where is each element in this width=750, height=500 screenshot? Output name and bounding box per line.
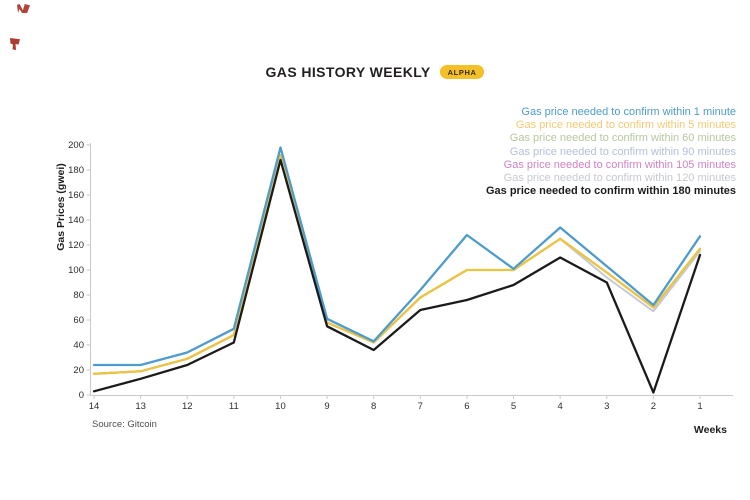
x-tick-label: 10	[275, 401, 286, 412]
series-line-120min	[93, 154, 701, 375]
y-axis-title: Gas Prices (gwei)	[55, 163, 67, 251]
legend-item-90min: Gas price needed to confirm within 90 mi…	[509, 145, 736, 158]
x-axis-title: Weeks	[693, 424, 727, 436]
y-tick-label: 100	[68, 265, 84, 276]
y-tick-label: 140	[68, 215, 84, 226]
chart-header: GAS HISTORY WEEKLY ALPHA	[0, 64, 750, 80]
x-tick-label: 7	[418, 401, 423, 412]
legend-item-105min: Gas price needed to confirm within 105 m…	[503, 158, 736, 171]
x-tick-label: 9	[324, 401, 329, 412]
x-tick-label: 3	[604, 401, 609, 412]
y-tick-label: 180	[68, 165, 84, 176]
x-tick-label: 14	[89, 401, 100, 412]
x-tick-label: 5	[511, 401, 516, 412]
x-tick-label: 2	[651, 401, 656, 412]
x-tick-label: 11	[229, 401, 239, 412]
y-tick-label: 200	[68, 140, 84, 151]
series-line-1min	[92, 146, 702, 367]
legend-item-1min: Gas price needed to confirm within 1 min…	[521, 106, 736, 118]
y-tick-label: 60	[73, 315, 84, 326]
y-tick-label: 120	[68, 240, 84, 251]
source-caption: Source: Gitcoin	[92, 419, 157, 430]
y-tick-label: 160	[68, 190, 84, 201]
series-line-60min	[93, 154, 701, 375]
x-tick-label: 13	[135, 401, 146, 412]
x-tick-label: 6	[464, 401, 469, 412]
x-tick-label: 12	[182, 401, 193, 412]
series-line-90min	[93, 154, 701, 375]
chart-legend: Gas price needed to confirm within 1 min…	[486, 106, 736, 198]
alpha-badge: ALPHA	[439, 64, 485, 80]
x-tick-label: 4	[558, 401, 563, 412]
x-tick-label: 8	[371, 401, 376, 412]
corner-mark	[10, 38, 20, 50]
legend-item-180min: Gas price needed to confirm within 180 m…	[485, 185, 736, 198]
x-tick-label: 1	[697, 401, 702, 412]
page-title: GAS HISTORY WEEKLY	[265, 64, 431, 80]
legend-item-5min: Gas price needed to confirm within 5 min…	[515, 119, 736, 132]
legend-item-60min: Gas price needed to confirm within 60 mi…	[509, 132, 736, 145]
y-tick-label: 40	[73, 340, 84, 351]
y-tick-label: 80	[73, 290, 84, 301]
y-tick-label: 20	[73, 365, 84, 376]
y-tick-label: 0	[79, 390, 84, 401]
series-line-180min	[92, 158, 702, 394]
corner-mark	[17, 4, 30, 13]
legend-item-120min: Gas price needed to confirm within 120 m…	[503, 172, 736, 185]
series-line-105min	[93, 154, 701, 375]
series-line-5min	[92, 153, 702, 375]
